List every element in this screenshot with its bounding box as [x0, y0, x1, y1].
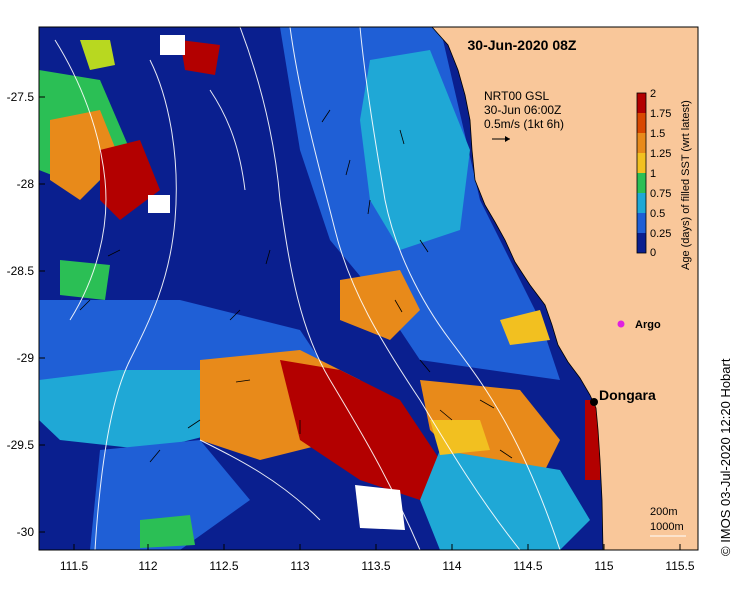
colorbar-tick: 2	[650, 88, 656, 100]
patch-darkred-coast	[585, 400, 600, 480]
colorbar-tick: 0.75	[650, 188, 671, 200]
patch-missing-2	[355, 485, 405, 530]
info-scale: 0.5m/s (1kt 6h)	[484, 117, 564, 131]
colorbar-band	[637, 213, 646, 233]
colorbar-tick: 1	[650, 168, 656, 180]
info-block: NRT00 GSL 30-Jun 06:00Z 0.5m/s (1kt 6h)	[484, 89, 564, 142]
info-time: 30-Jun 06:00Z	[484, 103, 561, 117]
patch-lightblue-coastal	[360, 50, 470, 250]
current-arrow	[367, 199, 371, 215]
y-tick-label: -28	[17, 177, 35, 191]
colorbar-band	[637, 233, 646, 253]
x-tick-label: 115.5	[665, 559, 694, 573]
current-arrow	[419, 239, 429, 253]
contour-e	[209, 89, 246, 191]
colorbar-label: Age (days) of filled SST (wrt latest)	[680, 100, 692, 270]
current-arrow	[235, 379, 251, 383]
current-arrow	[345, 159, 351, 176]
current-arrow	[499, 449, 513, 459]
x-axis: 111.5 112 112.5 113 113.5 114 114.5 115 …	[60, 544, 695, 573]
colorbar-band	[637, 173, 646, 193]
patch-darkred-northwest	[100, 140, 160, 220]
dongara-marker-icon[interactable]	[590, 398, 598, 406]
x-tick-label: 113	[290, 559, 309, 573]
current-arrow	[419, 359, 431, 373]
scale-arrow-head	[505, 136, 510, 142]
x-tick-label: 112.5	[209, 559, 238, 573]
patch-midblue-southwest	[90, 440, 250, 550]
colorbar-tick: 1.25	[650, 148, 671, 160]
bathymetry-contours	[54, 27, 561, 550]
contour-a	[239, 27, 421, 550]
dongara-label: Dongara	[599, 387, 656, 403]
x-tick-label: 114	[442, 559, 461, 573]
patch-lightgreen-top	[80, 40, 115, 70]
colorbar-tick: 0.5	[650, 208, 665, 220]
argo-marker-icon[interactable]	[617, 320, 625, 328]
place-markers: Argo Dongara	[590, 319, 661, 406]
colorbar-tick: 0	[650, 247, 656, 259]
patch-yellow-coast	[500, 310, 550, 345]
colorbar-band	[637, 93, 646, 113]
contour-1000m	[289, 27, 521, 550]
colorbar-tick: 1.75	[650, 108, 671, 120]
contour-legend: 200m 1000m	[650, 506, 686, 537]
x-tick-label: 111.5	[60, 559, 89, 573]
y-tick-label: -28.5	[7, 264, 35, 278]
current-arrow	[399, 129, 405, 145]
current-arrow	[187, 419, 201, 429]
info-product: NRT00 GSL	[484, 89, 549, 103]
colorbar-band	[637, 153, 646, 173]
patch-green-west	[60, 260, 110, 300]
patch-green-southwest	[140, 515, 195, 548]
patch-missing-3	[160, 35, 185, 55]
patch-yellow-south	[430, 420, 490, 455]
argo-label: Argo	[635, 319, 661, 331]
patch-lightblue-southeast	[420, 450, 590, 550]
current-arrow	[321, 109, 331, 123]
current-arrow	[394, 299, 403, 313]
y-tick-label: -27.5	[7, 90, 35, 104]
colorbar-band	[637, 113, 646, 133]
x-tick-label: 115	[594, 559, 613, 573]
colorbar-band	[637, 133, 646, 153]
current-arrow	[439, 409, 453, 421]
colorbar-band	[637, 193, 646, 213]
colorbar-tick: 0.25	[650, 228, 671, 240]
colorbar-tick: 1.5	[650, 128, 665, 140]
y-tick-label: -29.5	[7, 438, 35, 452]
contour-legend-1000m: 1000m	[650, 521, 684, 533]
plot-frame	[38, 26, 699, 551]
current-arrow	[149, 449, 161, 463]
x-tick-label: 112	[138, 559, 157, 573]
credit-text: © IMOS 03-Jul-2020 12:20 Hobart	[718, 358, 733, 556]
colorbar-frame	[636, 92, 647, 254]
contour-legend-200m: 200m	[650, 506, 678, 518]
contour-c	[54, 39, 107, 321]
map-title: 30-Jun-2020 08Z	[468, 37, 577, 53]
map-plot-area	[39, 27, 698, 550]
patch-missing-1	[148, 195, 170, 213]
sst-age-patches	[39, 27, 600, 550]
y-axis: -27.5 -28 -28.5 -29 -29.5 -30	[7, 90, 45, 539]
land-coastline	[431, 27, 698, 550]
current-arrow	[79, 299, 91, 311]
current-arrow	[107, 249, 121, 257]
current-arrow	[479, 399, 495, 409]
patch-darkred-topmid	[180, 40, 220, 75]
x-tick-label: 114.5	[513, 559, 542, 573]
current-arrow	[229, 309, 241, 321]
current-vectors	[79, 109, 513, 463]
patch-orange-mid	[340, 270, 420, 340]
x-tick-label: 113.5	[361, 559, 390, 573]
contour-200m	[359, 27, 561, 550]
y-tick-label: -29	[17, 351, 35, 365]
contour-d	[199, 439, 321, 521]
contour-b	[94, 59, 177, 550]
y-tick-label: -30	[17, 525, 35, 539]
colorbar: 2 1.75 1.5 1.25 1 0.75 0.5 0.25 0 Age (d…	[636, 88, 692, 270]
current-arrow	[265, 249, 271, 265]
